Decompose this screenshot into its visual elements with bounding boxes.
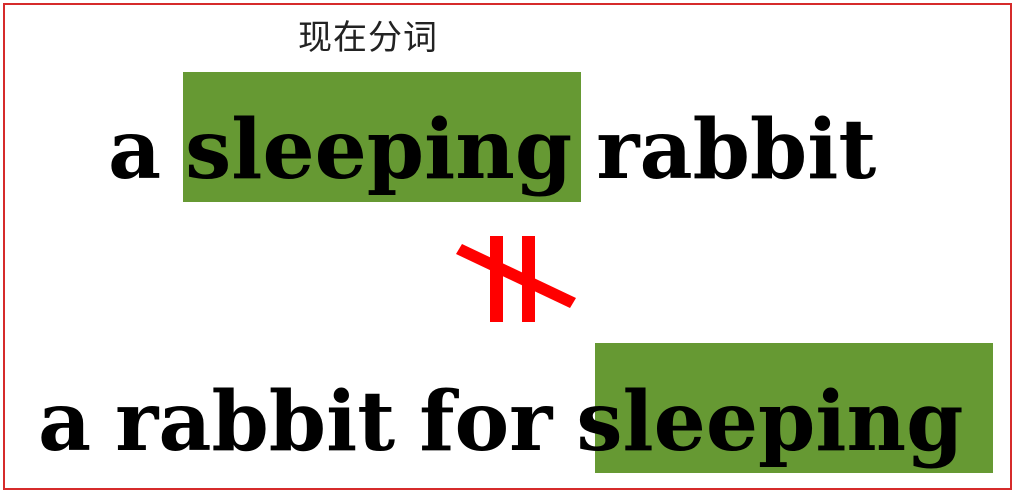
slide-frame bbox=[3, 3, 1012, 490]
word-a: a bbox=[38, 374, 92, 470]
not-equal-icon bbox=[456, 236, 576, 322]
highlight-sleeping-bottom bbox=[595, 343, 993, 473]
phrase-a-sleeping-rabbit: a sleeping rabbit bbox=[108, 100, 876, 200]
word-for: for bbox=[419, 374, 553, 470]
word-rabbit: rabbit bbox=[115, 374, 396, 470]
neq-slash bbox=[456, 244, 576, 308]
word-sleeping: sleeping bbox=[185, 102, 573, 198]
present-participle-label: 现在分词 bbox=[298, 18, 438, 58]
neq-bar-left bbox=[490, 236, 503, 322]
phrase-a-rabbit-for-sleeping: a rabbit for sleeping bbox=[38, 372, 963, 472]
highlight-sleeping-top bbox=[183, 72, 581, 202]
word-sleeping: sleeping bbox=[576, 374, 964, 470]
word-rabbit: rabbit bbox=[596, 102, 877, 198]
word-a: a bbox=[108, 102, 162, 198]
